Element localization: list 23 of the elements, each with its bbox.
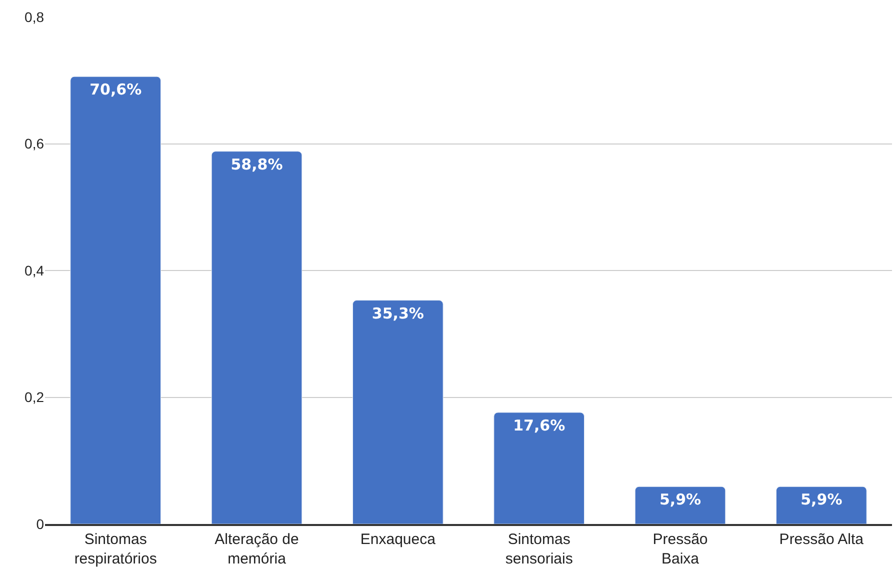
- data-label: 70,6%: [90, 80, 142, 99]
- x-tick-label: Alteração de memória: [214, 530, 299, 568]
- bar: [70, 76, 162, 524]
- bar: [634, 486, 726, 524]
- x-tick-label: Sintomas sensoriais: [505, 530, 573, 568]
- data-label: 17,6%: [513, 416, 566, 434]
- y-tick-label: 0,6: [24, 136, 44, 152]
- y-tick-label: 0,2: [24, 389, 44, 406]
- y-tick-label: 0,4: [24, 262, 44, 278]
- y-tick-label: 0,8: [24, 8, 44, 25]
- x-tick-label: Pressão Baixa: [652, 530, 708, 568]
- x-tick-label: Pressão Alta: [779, 530, 864, 548]
- data-label: 5,9%: [659, 490, 702, 509]
- bar: [352, 300, 444, 524]
- data-label: 58,8%: [230, 155, 283, 174]
- bar: [211, 151, 302, 524]
- bar: [776, 486, 867, 524]
- x-tick-label: Enxaqueca: [360, 530, 436, 548]
- data-label: 35,3%: [372, 304, 424, 322]
- y-tick-label: 0: [36, 516, 44, 532]
- x-tick-label: Sintomas respiratórios: [74, 530, 157, 568]
- bar: [494, 412, 585, 524]
- data-label: 5,9%: [800, 490, 842, 509]
